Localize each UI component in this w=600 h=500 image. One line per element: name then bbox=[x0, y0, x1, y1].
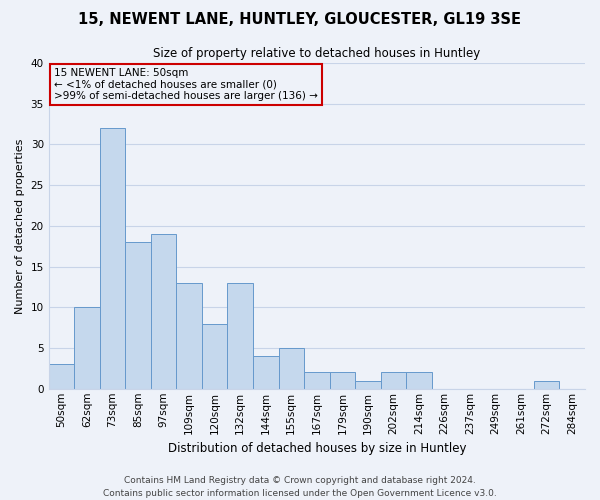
Bar bbox=[74, 308, 100, 389]
Bar bbox=[278, 348, 304, 389]
Bar bbox=[151, 234, 176, 389]
X-axis label: Distribution of detached houses by size in Huntley: Distribution of detached houses by size … bbox=[167, 442, 466, 455]
Bar bbox=[176, 283, 202, 389]
Text: 15, NEWENT LANE, HUNTLEY, GLOUCESTER, GL19 3SE: 15, NEWENT LANE, HUNTLEY, GLOUCESTER, GL… bbox=[79, 12, 521, 28]
Bar bbox=[534, 380, 559, 389]
Text: 15 NEWENT LANE: 50sqm
← <1% of detached houses are smaller (0)
>99% of semi-deta: 15 NEWENT LANE: 50sqm ← <1% of detached … bbox=[54, 68, 318, 101]
Bar bbox=[202, 324, 227, 389]
Bar bbox=[227, 283, 253, 389]
Title: Size of property relative to detached houses in Huntley: Size of property relative to detached ho… bbox=[153, 48, 481, 60]
Text: Contains HM Land Registry data © Crown copyright and database right 2024.
Contai: Contains HM Land Registry data © Crown c… bbox=[103, 476, 497, 498]
Y-axis label: Number of detached properties: Number of detached properties bbox=[15, 138, 25, 314]
Bar bbox=[125, 242, 151, 389]
Bar bbox=[355, 380, 380, 389]
Bar bbox=[253, 356, 278, 389]
Bar bbox=[49, 364, 74, 389]
Bar bbox=[304, 372, 329, 389]
Bar bbox=[100, 128, 125, 389]
Bar bbox=[329, 372, 355, 389]
Bar bbox=[406, 372, 432, 389]
Bar bbox=[380, 372, 406, 389]
